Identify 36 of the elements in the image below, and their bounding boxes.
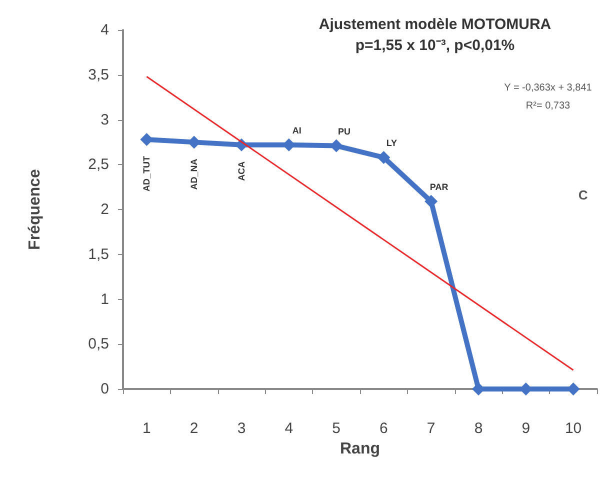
x-tick-label: 5 <box>332 420 340 437</box>
data-label: LY <box>386 138 398 148</box>
x-tick-label: 8 <box>474 420 483 437</box>
x-tick-label: 1 <box>142 420 151 437</box>
chart-title: Ajustement modèle MOTOMURA <box>318 16 552 33</box>
y-tick-label: 0,5 <box>88 336 109 353</box>
y-tick-label: 2,5 <box>88 156 109 174</box>
annotation: Y = -0,363x + 3,841 <box>504 82 592 94</box>
chart-subtitle: p=1,55 x 10⁻³, p<0,01% <box>355 37 515 54</box>
y-axis-title: Fréquence <box>26 168 44 250</box>
x-tick-label: 9 <box>522 420 530 437</box>
data-label: ACA <box>236 160 246 181</box>
annotation: R²= 0,733 <box>526 100 571 112</box>
point <box>377 150 390 164</box>
x-tick-label: 7 <box>426 420 436 437</box>
x-tick-label: 2 <box>190 420 198 437</box>
data-label: PU <box>338 126 351 136</box>
data-label: AI <box>292 125 302 136</box>
y-tick-label: 1,5 <box>88 246 109 263</box>
point <box>140 132 154 146</box>
x-axis-title: Rang <box>340 440 380 458</box>
annotation: C <box>578 188 588 202</box>
x-tick-label: 6 <box>380 420 388 437</box>
x-tick-label: 3 <box>237 420 246 437</box>
data-label: AD_NA <box>189 158 200 190</box>
data-label: AD_TUT <box>142 155 152 192</box>
y-tick-label: 3 <box>100 111 109 128</box>
x-tick-label: 10 <box>564 420 582 437</box>
y-tick-label: 3,5 <box>88 66 109 84</box>
y-tick-label: 4 <box>100 22 109 38</box>
point <box>424 194 438 208</box>
y-tick-label: 2 <box>100 201 109 218</box>
x-tick-label: 4 <box>284 420 294 437</box>
data-label: PAR <box>430 182 449 192</box>
y-tick-label: 1 <box>100 290 109 308</box>
y-tick-label: 0 <box>100 380 109 398</box>
